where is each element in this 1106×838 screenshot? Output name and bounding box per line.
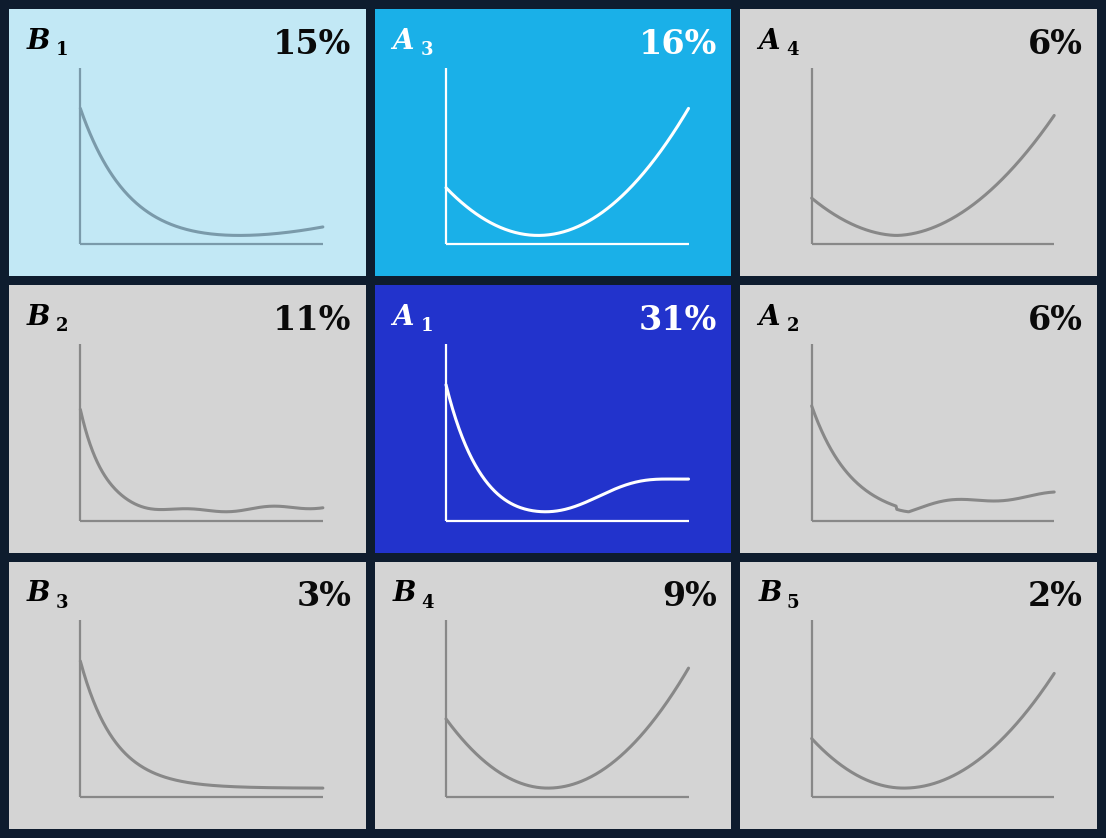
Text: 1: 1: [55, 41, 67, 59]
Text: A: A: [393, 304, 414, 331]
Text: B: B: [759, 581, 782, 608]
Text: 2: 2: [786, 318, 800, 335]
Text: 3: 3: [421, 41, 434, 59]
Text: 4: 4: [421, 594, 434, 612]
Text: 2%: 2%: [1027, 581, 1083, 613]
Text: 1: 1: [421, 318, 434, 335]
Text: 4: 4: [786, 41, 800, 59]
Text: 9%: 9%: [662, 581, 717, 613]
Text: 2: 2: [55, 318, 67, 335]
Text: 31%: 31%: [638, 304, 717, 337]
Text: B: B: [27, 581, 51, 608]
Text: A: A: [759, 28, 780, 54]
Text: 3%: 3%: [296, 581, 352, 613]
Text: B: B: [393, 581, 416, 608]
Text: 6%: 6%: [1027, 28, 1083, 60]
Text: 15%: 15%: [273, 28, 352, 60]
Text: 5: 5: [786, 594, 800, 612]
Text: 16%: 16%: [638, 28, 717, 60]
Text: 6%: 6%: [1027, 304, 1083, 337]
Text: A: A: [759, 304, 780, 331]
Text: B: B: [27, 304, 51, 331]
Text: B: B: [27, 28, 51, 54]
Text: 3: 3: [55, 594, 67, 612]
Text: A: A: [393, 28, 414, 54]
Text: 11%: 11%: [273, 304, 352, 337]
